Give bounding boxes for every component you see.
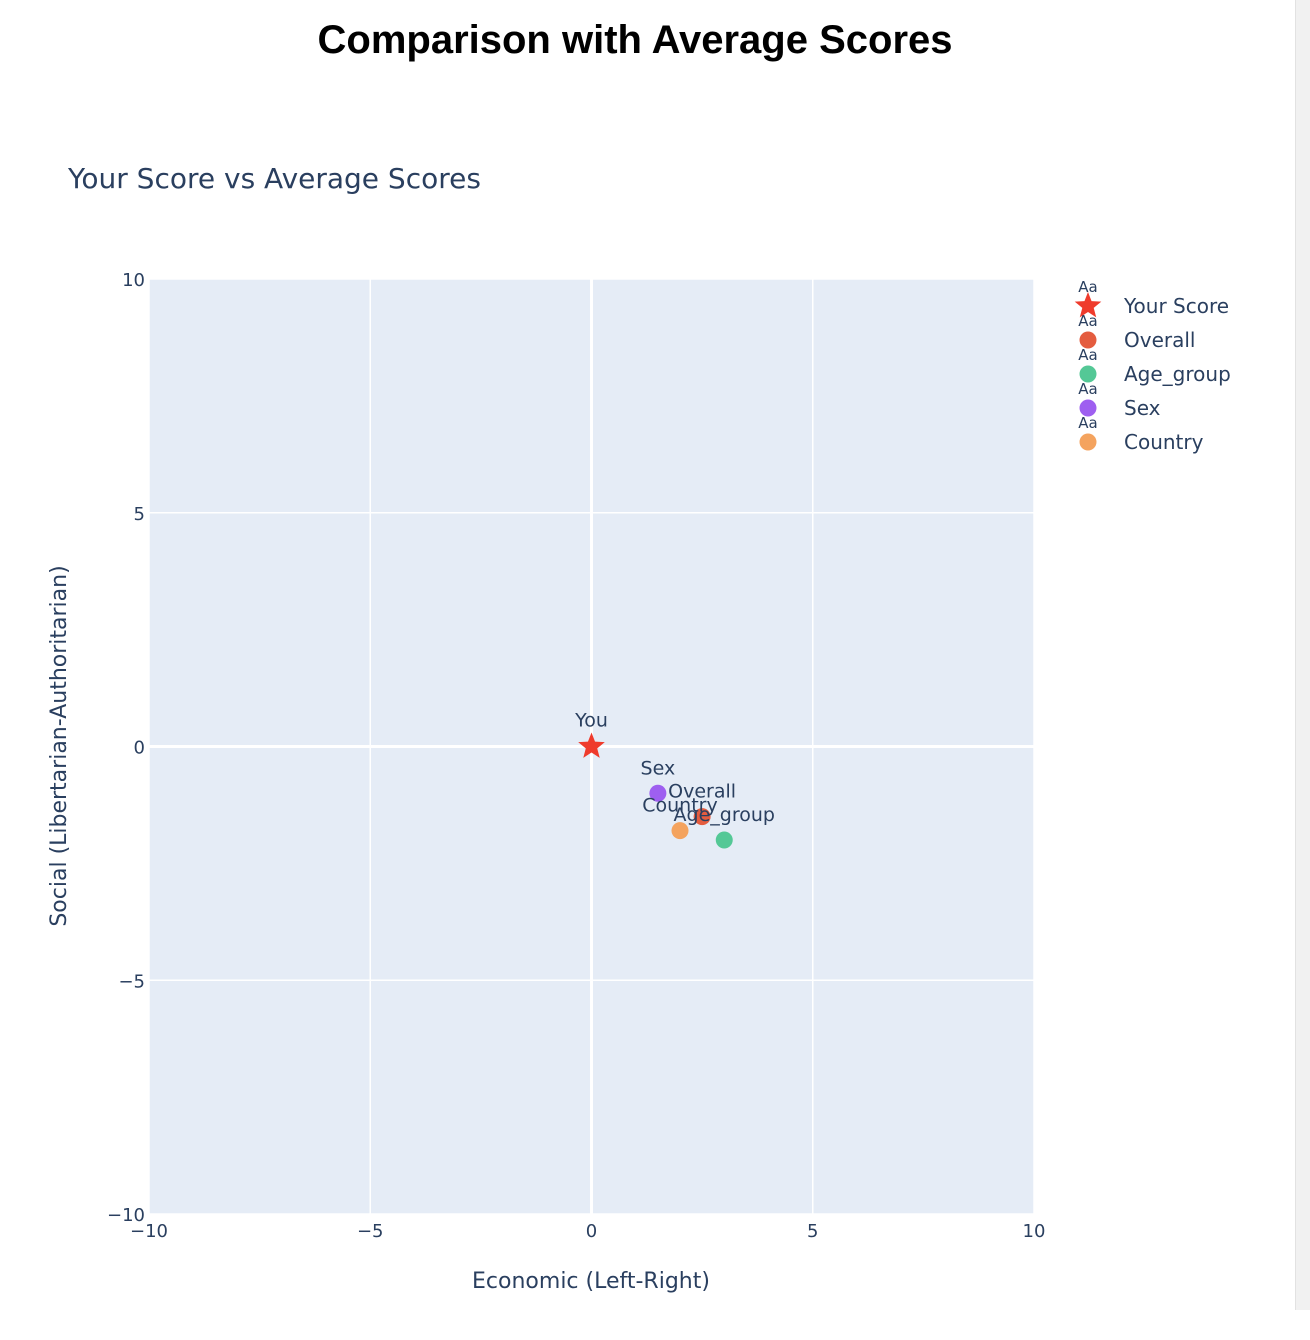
legend-circle-icon (1079, 331, 1097, 349)
legend-label: Sex (1124, 396, 1161, 420)
data-points (578, 732, 733, 849)
chart-title: Your Score vs Average Scores (67, 162, 481, 195)
page-title: Comparison with Average Scores (317, 18, 953, 62)
y-tick-label: −10 (107, 1205, 145, 1226)
legend-star-icon (1074, 292, 1102, 318)
x-tick-label: −10 (130, 1221, 168, 1242)
y-tick-label: 10 (122, 270, 145, 291)
point-overall[interactable] (693, 808, 711, 826)
legend[interactable]: Aa Your Score Aa Overall Aa Age_group Aa Sex Aa C… (1074, 278, 1231, 454)
legend-label: Overall (1124, 328, 1195, 352)
legend-text-sample: Aa (1078, 312, 1097, 330)
point-label-overall: Overall (668, 781, 736, 803)
point-label-sex: Sex (641, 757, 676, 779)
legend-text-sample: Aa (1078, 346, 1097, 364)
x-tick-label: −5 (357, 1221, 384, 1242)
point-sex[interactable] (649, 784, 667, 802)
x-axis-title: Economic (Left-Right) (472, 1269, 710, 1294)
y-axis-title: Social (Libertarian-Authoritarian) (47, 565, 72, 926)
x-tick-label: 5 (807, 1221, 818, 1242)
legend-text-sample: Aa (1078, 414, 1097, 432)
x-tick-label: 0 (586, 1221, 597, 1242)
legend-circle-icon (1079, 433, 1097, 451)
legend-item-age-group[interactable]: Aa Age_group (1078, 346, 1231, 386)
point-age-group[interactable] (715, 831, 733, 849)
y-tick-label: 5 (134, 504, 145, 525)
legend-label: Country (1124, 430, 1204, 454)
legend-circle-icon (1079, 399, 1097, 417)
legend-item-your-score[interactable]: Aa Your Score (1074, 278, 1229, 318)
legend-label: Age_group (1124, 362, 1231, 386)
legend-text-sample: Aa (1078, 278, 1097, 296)
y-tick-labels: −10 −5 0 5 10 (107, 270, 145, 1226)
point-label-country: Country (642, 795, 717, 817)
point-label-age-group: Age_group (674, 804, 775, 826)
x-tick-label: 10 (1023, 1221, 1046, 1242)
legend-label: Your Score (1123, 294, 1229, 318)
page-scrollbar[interactable] (1295, 0, 1310, 1310)
x-tick-labels: −10 −5 0 5 10 (130, 1221, 1045, 1242)
legend-item-sex[interactable]: Aa Sex (1078, 380, 1160, 420)
point-label-your-score: You (574, 710, 608, 732)
legend-text-sample: Aa (1078, 380, 1097, 398)
point-your-score[interactable] (578, 732, 605, 758)
legend-circle-icon (1079, 365, 1097, 383)
y-tick-label: 0 (134, 738, 145, 759)
point-country[interactable] (671, 822, 689, 840)
y-tick-label: −5 (118, 971, 145, 992)
legend-item-country[interactable]: Aa Country (1078, 414, 1203, 454)
legend-item-overall[interactable]: Aa Overall (1078, 312, 1195, 352)
